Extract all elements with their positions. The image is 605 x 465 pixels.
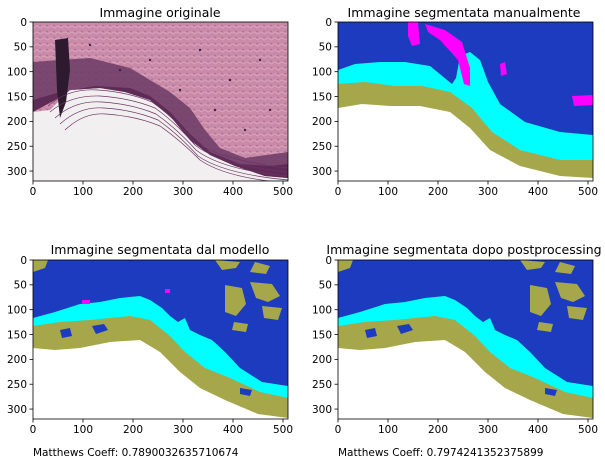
y-tick-label: 100 xyxy=(7,66,27,78)
y-tick-label: 0 xyxy=(325,255,332,267)
y-tick-label: 0 xyxy=(20,17,27,29)
y-tick-label: 300 xyxy=(7,404,27,416)
axes-frame xyxy=(32,259,289,420)
x-tick-label: 300 xyxy=(173,424,193,436)
y-tick-label: 100 xyxy=(312,66,332,78)
x-tick-label: 100 xyxy=(378,186,398,198)
axes-frame xyxy=(337,21,594,182)
panel-original: Immagine originale xyxy=(32,5,289,182)
y-tick-label: 250 xyxy=(312,141,332,153)
y-tick-label: 50 xyxy=(319,42,332,54)
axes-frame xyxy=(337,259,594,420)
panel-model: Immagine segmentata dal modello Matthews… xyxy=(32,242,289,459)
y-tick-label: 200 xyxy=(7,116,27,128)
panel-title: Immagine originale xyxy=(99,5,220,20)
y-tick-label: 250 xyxy=(312,379,332,391)
x-tick-label: 500 xyxy=(273,424,293,436)
x-tick-label: 300 xyxy=(173,186,193,198)
y-tick-label: 0 xyxy=(325,17,332,29)
y-tick-label: 100 xyxy=(7,304,27,316)
y-tick-label: 50 xyxy=(14,42,27,54)
x-tick-label: 0 xyxy=(335,424,342,436)
x-tick-label: 400 xyxy=(528,424,548,436)
x-tick-label: 200 xyxy=(123,186,143,198)
panel-post: Immagine segmentata dopo postprocessing … xyxy=(326,242,601,459)
x-tick-label: 200 xyxy=(428,186,448,198)
model-segmentation-image xyxy=(33,260,288,419)
y-tick-label: 150 xyxy=(312,91,332,103)
y-tick-label: 50 xyxy=(319,280,332,292)
x-tick-label: 100 xyxy=(73,424,93,436)
x-tick-label: 0 xyxy=(30,424,37,436)
x-tick-label: 0 xyxy=(335,186,342,198)
y-tick-label: 100 xyxy=(312,304,332,316)
y-tick-label: 200 xyxy=(312,354,332,366)
x-tick-label: 500 xyxy=(578,186,598,198)
postprocessed-segmentation-image xyxy=(338,260,593,419)
x-tick-label: 0 xyxy=(30,186,37,198)
matthews-coefficient: Matthews Coeff: 0.7890032635710674 xyxy=(33,447,239,459)
original-image xyxy=(33,22,288,181)
y-tick-label: 300 xyxy=(312,166,332,178)
y-tick-label: 200 xyxy=(7,354,27,366)
x-tick-label: 200 xyxy=(428,424,448,436)
y-tick-label: 300 xyxy=(7,166,27,178)
x-tick-label: 200 xyxy=(123,424,143,436)
x-tick-label: 500 xyxy=(578,424,598,436)
x-tick-label: 400 xyxy=(223,424,243,436)
manual-segmentation-image xyxy=(338,22,593,181)
y-tick-label: 200 xyxy=(312,116,332,128)
y-tick-label: 250 xyxy=(7,379,27,391)
x-tick-label: 100 xyxy=(378,424,398,436)
x-tick-label: 400 xyxy=(528,186,548,198)
panel-title: Immagine segmentata manualmente xyxy=(348,5,581,20)
x-tick-label: 300 xyxy=(478,424,498,436)
panel-title: Immagine segmentata dopo postprocessing xyxy=(326,242,601,257)
y-tick-label: 250 xyxy=(7,141,27,153)
matthews-coefficient: Matthews Coeff: 0.7974241352375899 xyxy=(338,447,543,459)
y-tick-label: 300 xyxy=(312,404,332,416)
y-tick-label: 150 xyxy=(7,91,27,103)
y-tick-label: 150 xyxy=(312,329,332,341)
y-tick-label: 50 xyxy=(14,280,27,292)
x-tick-label: 400 xyxy=(223,186,243,198)
x-tick-label: 100 xyxy=(73,186,93,198)
x-tick-label: 500 xyxy=(273,186,293,198)
y-tick-label: 150 xyxy=(7,329,27,341)
axes-frame xyxy=(32,21,289,182)
panel-manual: Immagine segmentata manualmente xyxy=(337,5,594,182)
y-tick-label: 0 xyxy=(20,255,27,267)
x-tick-label: 300 xyxy=(478,186,498,198)
panel-title: Immagine segmentata dal modello xyxy=(51,242,270,257)
